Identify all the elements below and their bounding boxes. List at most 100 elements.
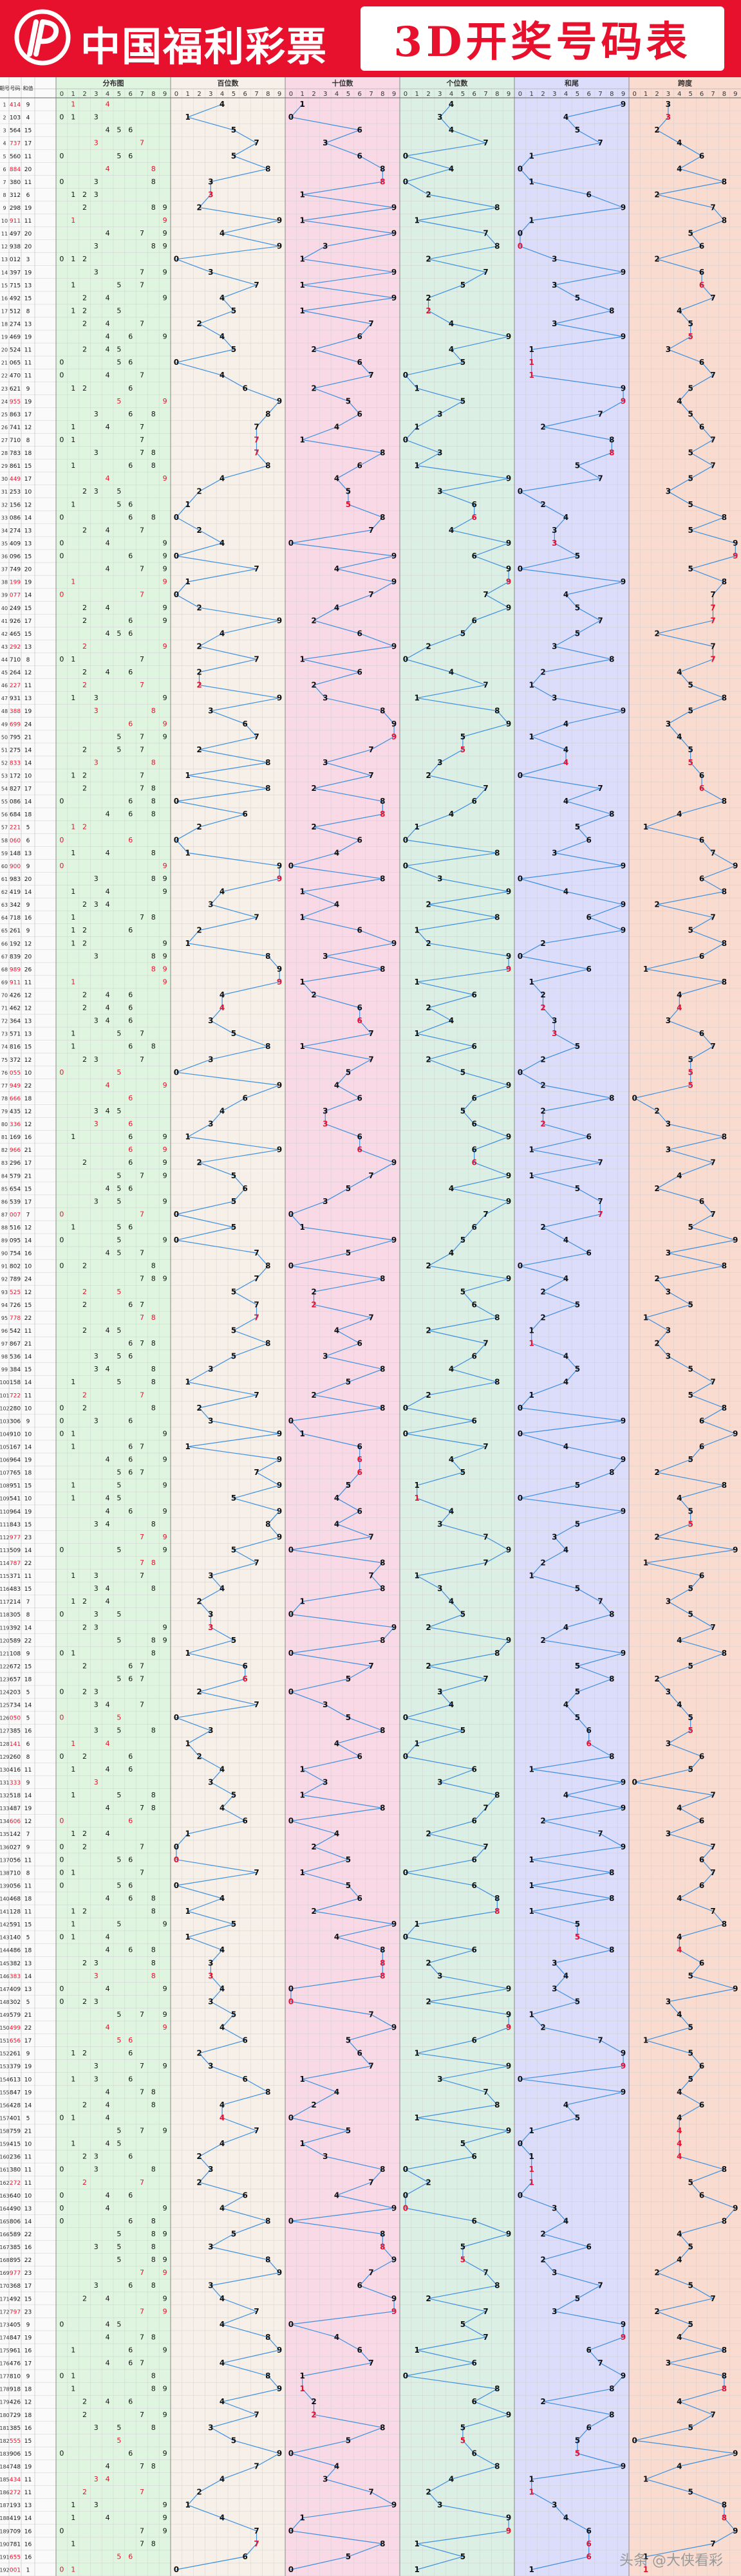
trend-point: 4 bbox=[563, 1236, 568, 1245]
draw-number-cell: 368 bbox=[10, 2283, 21, 2290]
trend-point: 2 bbox=[196, 1404, 202, 1413]
trend-point: 8 bbox=[609, 449, 614, 458]
draw-number-cell: 810 bbox=[10, 2374, 21, 2380]
trend-point: 3 bbox=[323, 1777, 328, 1786]
trend-point: 9 bbox=[506, 2229, 511, 2238]
trend-point: 1 bbox=[185, 1133, 191, 1142]
trend-point: 1 bbox=[415, 2113, 420, 2122]
trend-point: 2 bbox=[540, 1559, 545, 1568]
period-cell: 111 bbox=[0, 1522, 10, 1528]
distribution-digit: 1 bbox=[71, 2346, 75, 2354]
distribution-digit: 9 bbox=[163, 1171, 167, 1180]
digit-header: 7 bbox=[711, 91, 715, 98]
distribution-digit: 2 bbox=[82, 823, 87, 831]
trend-point: 4 bbox=[334, 1932, 339, 1941]
trend-point: 8 bbox=[722, 2216, 727, 2225]
distribution-digit: 2 bbox=[82, 616, 87, 625]
trend-point: 8 bbox=[380, 1636, 385, 1645]
trend-point: 0 bbox=[518, 771, 523, 780]
distribution-digit: 6 bbox=[128, 926, 133, 934]
trend-point: 7 bbox=[597, 1158, 603, 1167]
sum-value-cell: 13 bbox=[24, 1987, 32, 1993]
trend-point: 4 bbox=[677, 2256, 682, 2265]
trend-point: 7 bbox=[710, 848, 715, 857]
trend-point: 1 bbox=[643, 2475, 648, 2484]
trend-point: 2 bbox=[311, 616, 316, 625]
trend-point: 3 bbox=[552, 1958, 557, 1967]
distribution-digit: 2 bbox=[82, 745, 87, 754]
sum-value-cell: 20 bbox=[24, 167, 32, 173]
digit-header: 0 bbox=[289, 91, 293, 98]
sum-value-cell: 6 bbox=[26, 838, 30, 844]
sum-value-cell: 14 bbox=[24, 1793, 32, 1799]
distribution-digit: 6 bbox=[128, 1120, 133, 1128]
distribution-digit: 3 bbox=[94, 1107, 98, 1115]
distribution-digit: 4 bbox=[106, 629, 110, 638]
distribution-digit: 9 bbox=[163, 333, 167, 341]
trend-point: 3 bbox=[323, 1700, 328, 1709]
distribution-digit: 6 bbox=[128, 1469, 133, 1477]
trend-point: 3 bbox=[208, 1610, 213, 1619]
distribution-digit: 6 bbox=[128, 552, 133, 561]
distribution-digit: 5 bbox=[117, 1184, 121, 1192]
trend-point: 3 bbox=[208, 177, 213, 186]
distribution-digit: 2 bbox=[82, 990, 87, 999]
period-cell: 163 bbox=[0, 2193, 10, 2199]
draw-number-cell: 385 bbox=[10, 2245, 21, 2251]
trend-point: 8 bbox=[494, 1894, 500, 1903]
period-cell: 154 bbox=[0, 2077, 10, 2082]
distribution-digit: 4 bbox=[106, 810, 110, 819]
draw-number-cell: 253 bbox=[10, 489, 21, 496]
trend-point: 4 bbox=[334, 422, 339, 431]
sum-value-cell: 11 bbox=[24, 347, 32, 354]
period-cell: 30 bbox=[1, 476, 8, 482]
sum-value-cell: 21 bbox=[24, 1173, 32, 1180]
sum-value-cell: 12 bbox=[24, 502, 32, 508]
trend-point: 9 bbox=[621, 2049, 626, 2058]
distribution-digit: 7 bbox=[140, 2526, 144, 2535]
trend-point: 0 bbox=[518, 2139, 523, 2148]
distribution-digit: 8 bbox=[151, 2100, 156, 2109]
trend-point: 1 bbox=[643, 965, 648, 974]
trend-point: 7 bbox=[368, 371, 373, 380]
trend-point: 2 bbox=[196, 926, 202, 935]
distribution-digit: 0 bbox=[59, 1649, 64, 1657]
sum-value-cell: 22 bbox=[24, 1083, 32, 1089]
distribution-digit: 5 bbox=[117, 487, 121, 496]
distribution-digit: 0 bbox=[59, 1610, 64, 1618]
distribution-digit: 8 bbox=[151, 1404, 156, 1412]
distribution-digit: 4 bbox=[106, 2113, 110, 2122]
trend-point: 2 bbox=[426, 1623, 431, 1632]
trend-point: 7 bbox=[597, 1830, 603, 1839]
digit-header: 3 bbox=[666, 91, 670, 98]
trend-point: 6 bbox=[472, 1042, 477, 1051]
trend-point: 7 bbox=[710, 1042, 715, 1051]
trend-point: 3 bbox=[208, 1571, 213, 1580]
distribution-digit: 6 bbox=[128, 2153, 133, 2161]
sum-value-cell: 11 bbox=[24, 2167, 32, 2174]
draw-number-cell: 305 bbox=[10, 1612, 21, 1618]
distribution-digit: 7 bbox=[140, 2127, 144, 2135]
sum-value-cell: 21 bbox=[24, 1147, 32, 1154]
trend-point: 7 bbox=[483, 590, 488, 599]
draw-number-cell: 833 bbox=[10, 760, 21, 766]
distribution-digit: 5 bbox=[117, 281, 121, 289]
draw-number-cell: 591 bbox=[10, 1922, 21, 1929]
trend-point: 4 bbox=[334, 2333, 339, 2342]
trend-point: 8 bbox=[494, 1313, 500, 1322]
distribution-digit: 8 bbox=[151, 1907, 156, 1916]
trend-point: 6 bbox=[699, 1197, 704, 1206]
sum-value-cell: 14 bbox=[24, 2219, 32, 2225]
distribution-digit: 3 bbox=[94, 1972, 98, 1980]
distribution-digit: 9 bbox=[163, 642, 167, 651]
distribution-digit: 6 bbox=[128, 358, 133, 367]
trend-point: 9 bbox=[506, 1133, 511, 1142]
trend-point: 0 bbox=[518, 952, 523, 961]
trend-point: 6 bbox=[243, 2075, 248, 2084]
trend-point: 4 bbox=[563, 1442, 568, 1451]
digit-header: 4 bbox=[335, 91, 339, 98]
sum-value-cell: 17 bbox=[24, 141, 32, 147]
trend-point: 7 bbox=[710, 1842, 715, 1851]
draw-number-cell: 884 bbox=[10, 167, 21, 173]
trend-point: 3 bbox=[208, 1016, 213, 1025]
